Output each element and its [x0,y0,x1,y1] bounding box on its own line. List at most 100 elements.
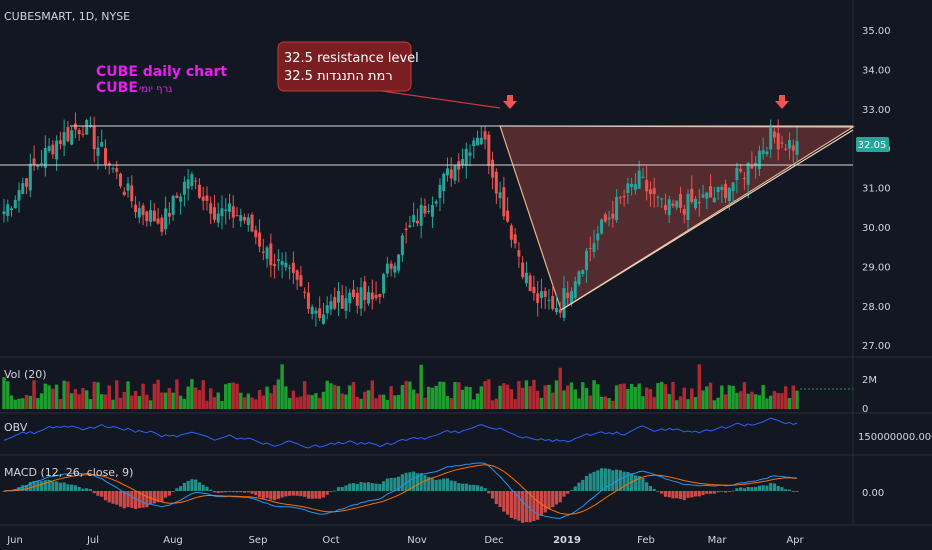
resistance-callout[interactable]: 32.5 resistance level 32.5 רמת התנגדות [277,41,501,109]
candle [359,277,363,317]
volume-bar [584,388,589,409]
candle [588,236,592,262]
price-axis[interactable]: 35.0034.0033.0032.0031.0030.0029.0028.00… [862,26,891,352]
macd-histogram-bar [374,483,378,491]
candle [182,176,186,207]
signal-line [3,464,798,515]
volume-bar [306,394,311,409]
candle [344,286,348,319]
candle [280,252,284,279]
volume-bar [505,384,510,409]
candle [694,196,698,211]
volume-bar [663,384,668,409]
candle [434,199,438,208]
candle [513,227,517,249]
macd-histogram-bar [250,491,254,494]
candle [735,162,739,194]
candle [423,198,427,217]
macd-histogram-bar [284,491,288,497]
volume-bar [551,392,555,409]
candle [325,296,329,320]
macd-histogram-bar [152,491,156,504]
macd-histogram-bar [723,491,728,493]
macd-histogram-bar [678,491,683,499]
macd-histogram-bar [419,473,423,491]
volume-bar [411,389,416,409]
candle [306,282,310,314]
time-axis[interactable]: Jun Jul Aug Sep Oct Nov Dec 2019 Feb Mar Apr [6,535,804,546]
candle [119,172,123,189]
volume-bar [314,393,318,409]
macd-histogram-bar [314,491,318,499]
candle [288,264,292,280]
volume-bar [644,387,649,409]
candle [55,135,59,171]
volume-bar [24,394,29,409]
macd-histogram-bar [115,491,119,505]
candle [461,148,465,169]
volume-bar [784,386,788,409]
macd-histogram-bar [100,491,104,497]
macd-histogram-bar [667,491,671,498]
volume-bar [58,399,63,409]
candle [333,287,337,311]
macd-histogram-bar [453,481,457,491]
macd-histogram-bar [355,483,359,491]
candle [660,197,664,208]
macd-histogram-bar [449,480,453,491]
volume-bar [765,398,769,409]
volume-bar [690,388,694,409]
obv-panel[interactable] [3,417,798,449]
volume-bar [152,383,157,409]
macd-histogram-bar [194,479,198,491]
candle [603,212,607,224]
macd-histogram-bar [754,487,758,491]
macd-histogram-bar [145,491,149,508]
macd-histogram-bar [141,491,145,508]
candle [780,135,784,149]
volume-bar [115,380,119,409]
candle [697,188,701,217]
candle [205,186,209,211]
macd-panel[interactable] [2,462,799,523]
macd-histogram-bar [58,482,62,491]
volume-bar [708,382,713,409]
volume-bar [566,385,570,409]
candle [145,210,149,227]
macd-histogram-bar [727,491,731,492]
candle [303,287,307,299]
macd-histogram-bar [479,486,483,491]
candle [731,182,735,203]
volume-bar [746,393,750,409]
macd-histogram-bar [160,491,164,502]
macd-histogram-bar [381,481,386,491]
macd-histogram-bar [697,491,701,497]
candle [543,287,547,310]
candle [746,162,750,199]
volume-bar [130,395,134,409]
volume-bar [581,382,585,409]
volume-bar [667,393,671,409]
volume-bar [675,400,679,409]
candle [536,280,540,317]
price-tick-label: 30.00 [862,223,891,234]
volume-panel[interactable] [2,364,853,409]
candle [611,200,615,228]
macd-histogram-bar [397,476,401,491]
symbol-header[interactable]: CUBESMART, 1D, NYSE [4,10,130,23]
candle [539,278,543,309]
macd-histogram-bar [336,487,341,491]
volume-bar [393,395,397,409]
macd-histogram-bar [344,485,348,491]
volume-bar [603,396,608,409]
volume-bar [622,383,626,409]
obv-axis-tick: 150000000.0000 [858,432,932,443]
rising-trendline[interactable] [560,129,854,311]
macd-histogram-bar [633,475,637,491]
volume-bar [419,364,423,409]
candle [385,256,389,278]
macd-histogram-bar [415,473,420,491]
volume-bar [359,398,363,409]
